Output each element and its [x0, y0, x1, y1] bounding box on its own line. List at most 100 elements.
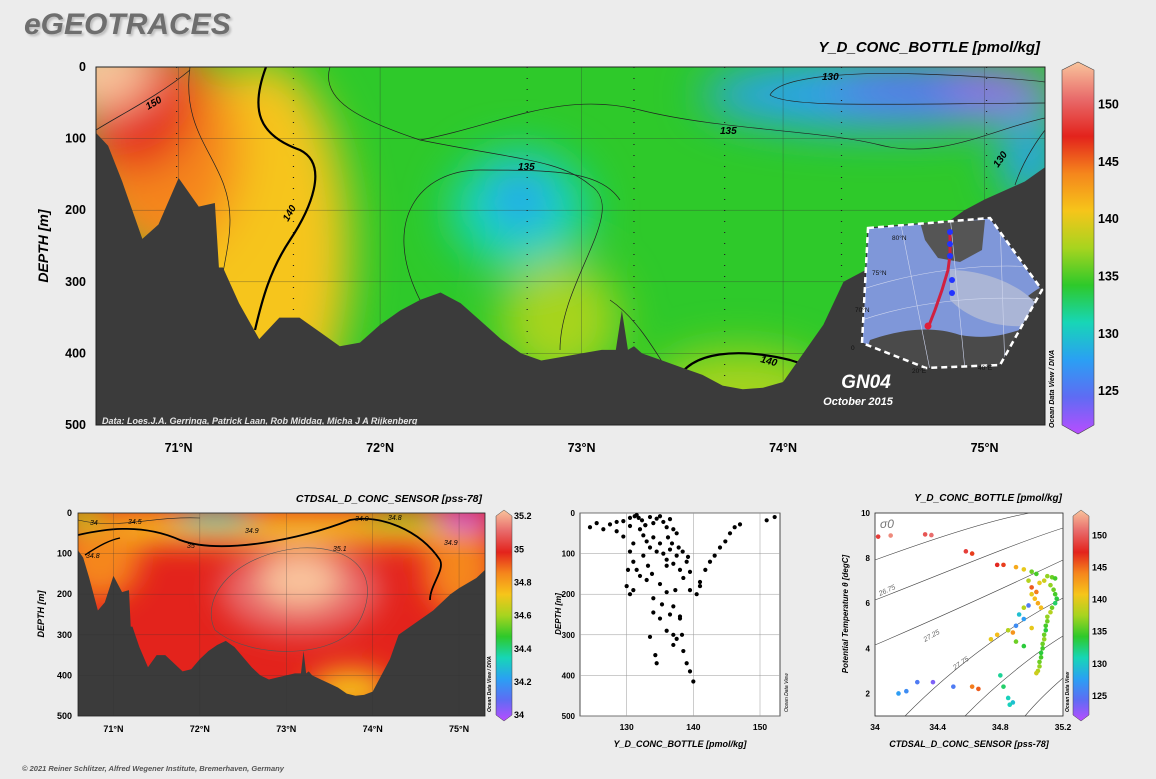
data-point	[667, 516, 673, 522]
data-point	[1005, 627, 1011, 633]
contour-line	[328, 67, 603, 351]
x-tick-label: 34.8	[992, 722, 1009, 732]
colorbar-tick-label: 34.4	[514, 644, 532, 654]
data-point	[684, 661, 689, 666]
colorbar-tick-label: 35.2	[514, 511, 532, 521]
data-point	[677, 567, 683, 572]
y-tick-label: 100	[562, 550, 576, 559]
data-point	[637, 527, 643, 532]
data-point	[676, 545, 681, 550]
isopycnal-line	[904, 597, 1064, 717]
data-point	[922, 532, 928, 537]
isopycnal-line	[964, 635, 1064, 717]
data-point	[1029, 585, 1034, 590]
data-point	[1034, 571, 1039, 577]
data-point	[988, 637, 994, 642]
data-point	[664, 525, 669, 530]
x-tick-label: 75°N	[449, 724, 469, 734]
y-tick-label: 100	[65, 132, 86, 146]
data-point	[677, 614, 683, 619]
data-point	[667, 547, 673, 552]
main-seafloor-topography	[96, 132, 1045, 425]
colorbar-tick-label: 34.8	[514, 577, 532, 587]
x-tick-label: 74°N	[363, 724, 383, 734]
salinity-section-plot: CTDSAL_D_CONC_SENSOR [pss-78] 34	[36, 493, 532, 734]
contour-line	[210, 547, 368, 652]
contour-line	[769, 73, 1045, 96]
data-point	[667, 612, 673, 617]
data-point	[657, 514, 663, 519]
y-tick-label: 100	[57, 549, 72, 559]
data-point	[691, 679, 696, 684]
data-point	[671, 604, 676, 609]
data-point	[951, 684, 956, 689]
contour-line	[84, 537, 121, 556]
main-section-plot: Y_D_CONC_BOTTLE [pmol/kg]	[35, 39, 1119, 455]
data-point	[587, 525, 593, 530]
x-tick-label: 72°N	[366, 441, 394, 455]
salinity-gridlines	[78, 512, 485, 717]
data-point	[634, 567, 639, 572]
data-point	[664, 563, 669, 568]
colorbar-tick-label: 135	[1098, 270, 1119, 284]
ts-x-axis: 34 34.4 34.8 35.2	[870, 722, 1071, 732]
main-colorbar: 125 130 135 140 145 150 Ocean Data View / DIV…	[1049, 61, 1119, 435]
data-point	[1032, 596, 1038, 602]
data-point	[1041, 632, 1047, 638]
data-point	[1001, 562, 1006, 568]
x-tick-label: 71°N	[165, 441, 193, 455]
data-point	[994, 562, 1000, 568]
data-point	[1052, 600, 1058, 606]
data-point	[643, 523, 648, 528]
copyright-note: © 2021 Reiner Schlitzer, Alfred Wegener …	[22, 764, 284, 773]
data-point	[651, 596, 656, 601]
contour-line	[769, 94, 1045, 105]
contour-line	[419, 103, 1045, 150]
y-tick-label: 300	[57, 630, 72, 640]
data-point	[653, 653, 658, 658]
data-point	[607, 522, 613, 527]
data-point	[697, 583, 703, 589]
colorbar-tick-label: 145	[1092, 563, 1107, 573]
contour-label: 35	[187, 543, 195, 550]
contour-label: 34.8	[388, 515, 402, 522]
data-point	[671, 527, 676, 532]
data-point	[732, 525, 737, 530]
inset-station-dot	[947, 253, 953, 259]
data-point	[1041, 578, 1047, 583]
data-point	[1038, 655, 1044, 660]
data-point	[969, 551, 975, 556]
data-point	[1037, 659, 1042, 665]
contour-label: 34	[90, 520, 98, 527]
x-tick-label: 150	[753, 722, 767, 732]
inset-lat-label: 75°N	[872, 269, 887, 277]
data-point	[687, 669, 693, 674]
data-point	[703, 567, 708, 572]
y-tick-label: 2	[866, 689, 871, 698]
colorbar-body	[1072, 509, 1090, 722]
data-point	[669, 541, 675, 546]
ts-x-axis-label: CTDSAL_D_CONC_SENSOR [pss-78]	[889, 739, 1050, 749]
y-tick-label: 0	[571, 509, 576, 518]
data-point	[1021, 567, 1027, 572]
contour-label: 34.9	[444, 540, 458, 547]
contour-line	[96, 69, 191, 131]
data-point	[1013, 639, 1019, 644]
contour-label: 34.8	[86, 553, 100, 560]
salinity-seafloor-topography	[78, 550, 485, 716]
data-point	[684, 559, 689, 564]
data-point	[657, 616, 663, 621]
contour-label: 34.5	[128, 519, 142, 526]
data-point	[647, 545, 653, 550]
ts-sigma-symbol: σ0	[880, 517, 894, 531]
data-point	[1021, 605, 1027, 611]
colorbar-credit: Ocean Data View / DIVA	[487, 656, 493, 712]
data-point	[1038, 605, 1044, 611]
salinity-y-axis-label: DEPTH [m]	[36, 589, 46, 637]
x-tick-label: 130	[620, 722, 634, 732]
contour-line	[78, 517, 201, 524]
y-tick-label: 6	[866, 599, 871, 608]
data-point	[664, 557, 669, 562]
field-blob	[500, 260, 620, 380]
data-point	[697, 579, 703, 585]
